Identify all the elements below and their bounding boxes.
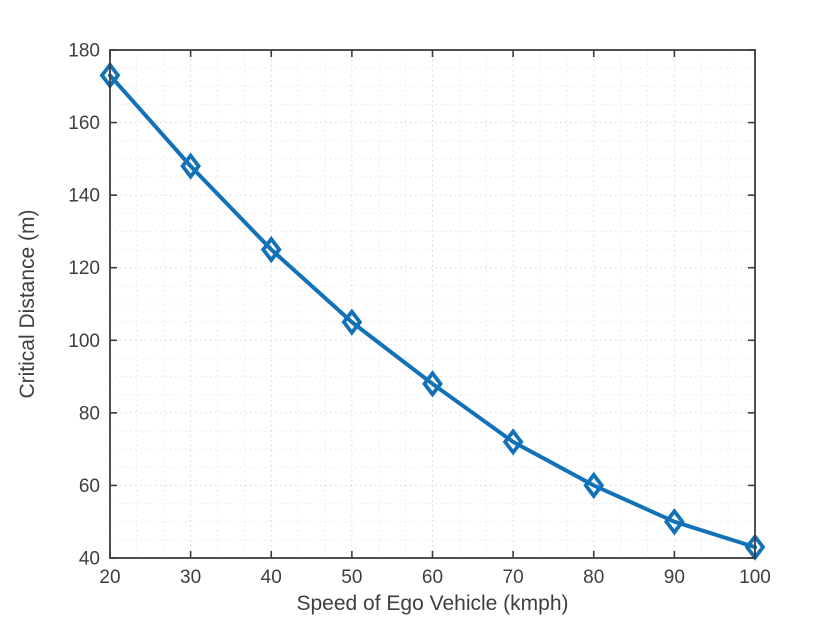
x-tick-label: 60 [422,567,443,588]
y-axis-label: Critical Distance (m) [16,209,39,398]
marker-diamond [260,235,282,264]
x-tick-label: 80 [583,567,604,588]
tick-labels: 20 30 40 50 60 70 80 90 100 40 60 80 100 120 140 160 180 [68,41,771,589]
y-tick-label: 120 [68,258,100,279]
marker-diamond [502,428,524,456]
marker-diamond [663,508,685,536]
y-tick-label: 180 [68,41,100,62]
x-tick-label: 50 [341,567,362,588]
series-line [108,73,757,550]
y-tick-label: 40 [79,549,100,570]
y-tick-label: 80 [79,403,100,424]
y-tick-label: 140 [68,186,100,207]
x-tick-label: 100 [739,567,771,588]
x-tick-label: 40 [261,567,282,588]
data-series [99,61,766,561]
major-gridlines [109,49,756,559]
marker-diamond [583,471,605,500]
tick-marks [109,49,756,559]
marker-diamond [180,152,202,180]
x-axis-label: Speed of Ego Vehicle (kmph) [297,592,569,615]
x-tick-label: 90 [664,567,685,588]
y-tick-label: 60 [79,476,100,497]
y-tick-label: 160 [68,113,100,134]
y-tick-label: 100 [68,331,100,352]
marker-diamond [341,308,363,336]
marker-diamond [422,370,443,398]
x-tick-label: 70 [503,567,524,588]
x-tick-label: 30 [180,567,201,588]
x-tick-label: 20 [99,567,120,588]
